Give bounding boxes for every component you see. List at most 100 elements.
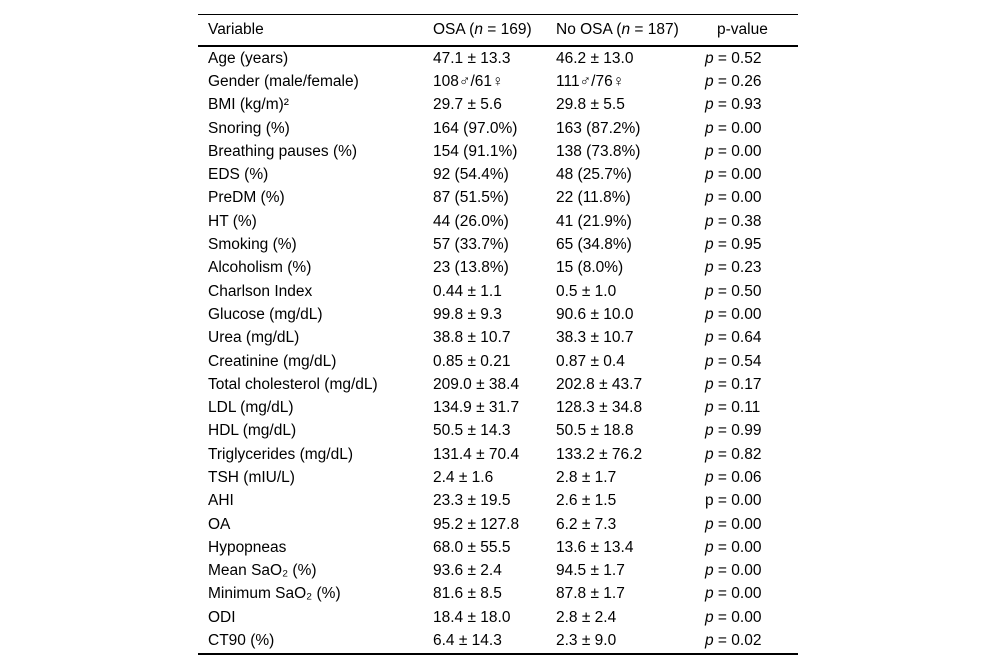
cell-p: p = 0.50 (705, 282, 762, 300)
cell-no-osa: 22 (11.8%) (556, 189, 631, 207)
cell-p: p = 0.52 (705, 49, 762, 67)
cell-label: Gender (male/female) (208, 72, 359, 90)
cell-p: p = 0.00 (705, 119, 762, 137)
cell-p: p = 0.00 (705, 608, 762, 626)
cell-label: Age (years) (208, 49, 289, 67)
cell-no-osa: 50.5 ± 18.8 (556, 422, 634, 440)
cell-osa: 108♂/61♀ (433, 72, 504, 90)
table-row: Mean SaO₂ (%) 93.6 ± 2.4 94.5 ± 1.7 p = 0.0… (198, 560, 798, 583)
cell-osa: 154 (91.1%) (433, 142, 518, 160)
cell-label: CT90 (%) (208, 632, 275, 650)
cell-p: p = 0.00 (705, 515, 762, 533)
cell-label: Smoking (%) (208, 236, 297, 254)
table-row: LDL (mg/dL) 134.9 ± 31.7 128.3 ± 34.8 p = 0… (198, 396, 798, 419)
table-row: Alcoholism (%) 23 (13.8%) 15 (8.0%) p = 0.2… (198, 257, 798, 280)
cell-label: Minimum SaO₂ (%) (208, 585, 341, 603)
cell-no-osa: 2.6 ± 1.5 (556, 492, 617, 510)
cell-p: p = 0.93 (705, 96, 762, 114)
table-row: Age (years) 47.1 ± 13.3 46.2 ± 13.0 p = 0.5… (198, 46, 798, 70)
cell-no-osa: 13.6 ± 13.4 (556, 538, 634, 556)
table-row: Minimum SaO₂ (%) 81.6 ± 8.5 87.8 ± 1.7 p = … (198, 583, 798, 606)
cell-p: p = 0.00 (705, 585, 762, 603)
table-row: Urea (mg/dL) 38.8 ± 10.7 38.3 ± 10.7 p = 0.… (198, 327, 798, 350)
cell-label: Glucose (mg/dL) (208, 305, 323, 323)
cell-p: p = 0.06 (705, 468, 762, 486)
cell-p: p = 0.00 (705, 166, 762, 184)
cell-osa: 87 (51.5%) (433, 189, 509, 207)
table-row: Triglycerides (mg/dL) 131.4 ± 70.4 133.2 ±… (198, 443, 798, 466)
cell-no-osa: 15 (8.0%) (556, 259, 624, 277)
cell-label: EDS (%) (208, 166, 269, 184)
table-row: Gender (male/female) 108♂/61♀ 111♂/76♀ p = … (198, 70, 798, 93)
cell-osa: 57 (33.7%) (433, 236, 509, 254)
cell-label: HDL (mg/dL) (208, 422, 297, 440)
cell-no-osa: 138 (73.8%) (556, 142, 641, 160)
table-row: OA 95.2 ± 127.8 6.2 ± 7.3 p = 0.00 (198, 513, 798, 536)
table-row: Smoking (%) 57 (33.7%) 65 (34.8%) p = 0.95 (198, 233, 798, 256)
cell-p: p = 0.17 (705, 375, 762, 393)
cell-osa: 99.8 ± 9.3 (433, 305, 502, 323)
cell-no-osa: 65 (34.8%) (556, 236, 632, 254)
cell-label: Urea (mg/dL) (208, 329, 300, 347)
table-row: TSH (mIU/L) 2.4 ± 1.6 2.8 ± 1.7 p = 0.06 (198, 466, 798, 489)
cell-label: TSH (mIU/L) (208, 468, 295, 486)
table-row: HT (%) 44 (26.0%) 41 (21.9%) p = 0.38 (198, 210, 798, 233)
cell-osa: 50.5 ± 14.3 (433, 422, 511, 440)
cell-osa: 0.44 ± 1.1 (433, 282, 502, 300)
n-symbol: n (621, 21, 631, 38)
cell-osa: 131.4 ± 70.4 (433, 445, 520, 463)
col-header-osa: OSA (n = 169) (433, 14, 556, 47)
cell-osa: 47.1 ± 13.3 (433, 49, 511, 67)
cell-p: p = 0.02 (705, 632, 762, 650)
cell-label: Alcoholism (%) (208, 259, 312, 277)
cell-p: p = 0.00 (705, 305, 762, 323)
cell-no-osa: 0.5 ± 1.0 (556, 282, 617, 300)
cell-p: p = 0.23 (705, 259, 762, 277)
cell-osa: 38.8 ± 10.7 (433, 329, 511, 347)
cell-osa: 209.0 ± 38.4 (433, 375, 520, 393)
table-body: Age (years) 47.1 ± 13.3 46.2 ± 13.0 p = 0.5… (198, 46, 798, 654)
cell-osa: 134.9 ± 31.7 (433, 399, 520, 417)
cell-no-osa: 133.2 ± 76.2 (556, 445, 643, 463)
table-row: EDS (%) 92 (54.4%) 48 (25.7%) p = 0.00 (198, 163, 798, 186)
cell-label: Triglycerides (mg/dL) (208, 445, 353, 463)
cell-no-osa: 48 (25.7%) (556, 166, 632, 184)
table-row: AHI 23.3 ± 19.5 2.6 ± 1.5 p = 0.00 (198, 490, 798, 513)
cell-no-osa: 202.8 ± 43.7 (556, 375, 643, 393)
col-header-no-osa: No OSA (n = 187) (556, 14, 705, 47)
cell-label: Creatinine (mg/dL) (208, 352, 337, 370)
cell-p: p = 0.26 (705, 72, 762, 90)
cell-no-osa: 2.8 ± 2.4 (556, 608, 617, 626)
cell-label: Breathing pauses (%) (208, 142, 358, 160)
table-row: CT90 (%) 6.4 ± 14.3 2.3 ± 9.0 p = 0.02 (198, 629, 798, 653)
cell-no-osa: 38.3 ± 10.7 (556, 329, 634, 347)
col-header-p-value: p-value (705, 14, 798, 47)
table-row: Snoring (%) 164 (97.0%) 163 (87.2%) p = 0.0… (198, 117, 798, 140)
cell-label: LDL (mg/dL) (208, 399, 294, 417)
osa-header-post: = 169) (482, 21, 532, 38)
cell-osa: 95.2 ± 127.8 (433, 515, 520, 533)
cell-label: Snoring (%) (208, 119, 290, 137)
cell-no-osa: 41 (21.9%) (556, 212, 632, 230)
cell-no-osa: 111♂/76♀ (556, 72, 625, 90)
table-row: ODI 18.4 ± 18.0 2.8 ± 2.4 p = 0.00 (198, 606, 798, 629)
cell-osa: 6.4 ± 14.3 (433, 632, 502, 650)
cell-no-osa: 128.3 ± 34.8 (556, 399, 643, 417)
cell-label: AHI (208, 492, 234, 510)
table-row: HDL (mg/dL) 50.5 ± 14.3 50.5 ± 18.8 p = 0.9… (198, 420, 798, 443)
cell-label: BMI (kg/m)² (208, 96, 289, 114)
col-header-variable: Variable (198, 14, 433, 47)
cell-p: p = 0.00 (705, 562, 762, 580)
table-row: Breathing pauses (%) 154 (91.1%) 138 (73.8… (198, 140, 798, 163)
cell-label: OA (208, 515, 231, 533)
cell-osa: 93.6 ± 2.4 (433, 562, 502, 580)
cell-p: p = 0.11 (705, 399, 761, 417)
osa-header-pre: OSA ( (433, 21, 475, 38)
cell-no-osa: 87.8 ± 1.7 (556, 585, 625, 603)
cell-p: p = 0.00 (705, 189, 762, 207)
table-row: Creatinine (mg/dL) 0.85 ± 0.21 0.87 ± 0.4 p… (198, 350, 798, 373)
cell-osa: 29.7 ± 5.6 (433, 96, 502, 114)
table-row: Glucose (mg/dL) 99.8 ± 9.3 90.6 ± 10.0 p = … (198, 303, 798, 326)
cell-osa: 0.85 ± 0.21 (433, 352, 511, 370)
header-row: Variable OSA (n = 169) No OSA (n = 187) … (198, 14, 798, 47)
